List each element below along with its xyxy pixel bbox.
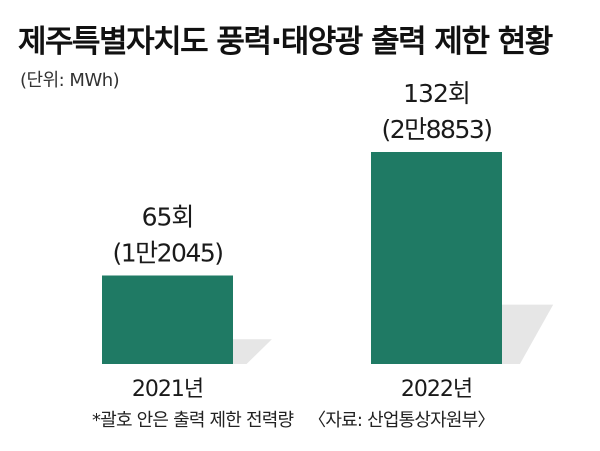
- category-label: 2021년: [132, 377, 203, 402]
- footnote: *괄호 안은 출력 제한 전력량 〈자료: 산업통상자원부〉: [92, 406, 495, 432]
- count-label: 132회: [403, 79, 470, 108]
- bar: [371, 152, 502, 364]
- category-label: 2022년: [401, 377, 472, 402]
- footnote-text: *괄호 안은 출력 제한 전력량: [92, 410, 294, 431]
- count-label: 65회: [142, 202, 194, 231]
- bar-shadow: [233, 339, 272, 364]
- value-label: (2만8853): [381, 115, 491, 144]
- bar: [102, 275, 233, 364]
- unit-label: (단위: MWh): [20, 70, 120, 91]
- value-label: (1만2045): [112, 238, 222, 267]
- source-label: 〈자료: 산업통상자원부〉: [308, 410, 495, 431]
- bar-shadow: [502, 304, 554, 364]
- chart-title: 제주특별자치도 풍력·태양광 출력 제한 현황: [18, 24, 553, 60]
